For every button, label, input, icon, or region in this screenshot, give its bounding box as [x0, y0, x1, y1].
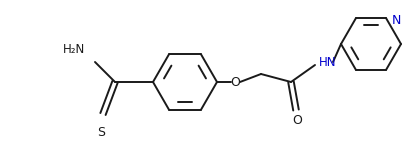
Text: O: O: [292, 114, 302, 126]
Text: HN: HN: [319, 56, 337, 69]
Text: N: N: [392, 14, 401, 27]
Text: S: S: [97, 126, 105, 139]
Text: O: O: [230, 75, 240, 88]
Text: H₂N: H₂N: [63, 43, 85, 56]
